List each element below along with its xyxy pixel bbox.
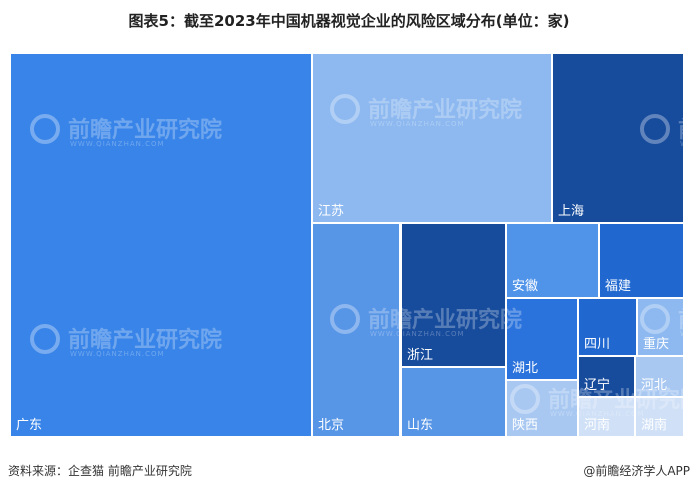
tile-安徽 xyxy=(507,224,598,297)
tile-label-浙江: 浙江 xyxy=(407,348,433,363)
tile-label-河南: 河南 xyxy=(584,417,610,433)
tile-北京 xyxy=(313,224,399,436)
tile-label-北京: 北京 xyxy=(318,418,344,433)
tile-label-江苏: 江苏 xyxy=(318,203,344,219)
tile-江苏 xyxy=(313,54,551,222)
tile-湖北 xyxy=(507,299,577,379)
tile-上海 xyxy=(553,54,683,222)
credit-note: @前瞻经济学人APP xyxy=(583,464,690,478)
tile-辽宁 xyxy=(579,357,634,396)
tile-河北 xyxy=(636,357,683,396)
tile-label-陕西: 陕西 xyxy=(512,418,538,433)
tile-陕西 xyxy=(507,381,577,436)
tile-label-辽宁: 辽宁 xyxy=(584,377,610,393)
chart-title: 图表5：截至2023年中国机器视觉企业的风险区域分布(单位：家) xyxy=(128,12,570,30)
tile-广东 xyxy=(11,54,311,436)
tile-浙江 xyxy=(402,224,505,366)
tile-山东 xyxy=(402,368,505,436)
tile-label-湖北: 湖北 xyxy=(512,361,538,376)
tile-四川 xyxy=(579,299,636,355)
tile-label-河北: 河北 xyxy=(641,378,667,393)
tile-label-广东: 广东 xyxy=(16,418,42,433)
tile-河南 xyxy=(579,398,634,436)
tile-湖南 xyxy=(636,398,683,436)
tile-重庆 xyxy=(638,299,683,355)
tile-label-上海: 上海 xyxy=(558,204,584,219)
tile-label-山东: 山东 xyxy=(407,418,433,433)
tile-label-重庆: 重庆 xyxy=(643,336,669,352)
tile-label-四川: 四川 xyxy=(584,337,610,352)
tile-label-福建: 福建 xyxy=(605,279,631,294)
source-note: 资料来源：企查猫 前瞻产业研究院 xyxy=(8,464,192,478)
tile-label-湖南: 湖南 xyxy=(641,417,667,433)
tile-label-安徽: 安徽 xyxy=(512,279,538,294)
tile-福建 xyxy=(600,224,683,297)
